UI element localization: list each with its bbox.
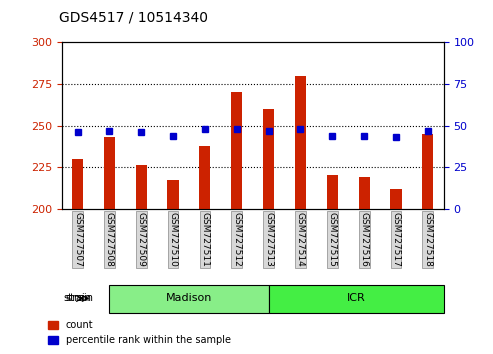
Text: GSM727508: GSM727508 xyxy=(105,212,114,267)
Bar xyxy=(168,181,178,209)
Bar xyxy=(390,189,401,209)
Text: GSM727513: GSM727513 xyxy=(264,212,273,267)
FancyBboxPatch shape xyxy=(108,285,269,313)
Bar xyxy=(295,76,306,209)
Bar xyxy=(327,176,338,209)
Text: GSM727514: GSM727514 xyxy=(296,212,305,267)
Text: GSM727515: GSM727515 xyxy=(328,212,337,267)
Bar xyxy=(422,134,433,209)
Text: ICR: ICR xyxy=(347,293,366,303)
Bar xyxy=(136,165,147,209)
Bar xyxy=(231,92,243,209)
Legend: count, percentile rank within the sample: count, percentile rank within the sample xyxy=(44,316,235,349)
Text: GSM727507: GSM727507 xyxy=(73,212,82,267)
Text: GSM727512: GSM727512 xyxy=(232,212,241,267)
Text: GSM727509: GSM727509 xyxy=(137,212,146,267)
Bar xyxy=(104,137,115,209)
Text: GDS4517 / 10514340: GDS4517 / 10514340 xyxy=(59,11,208,25)
FancyBboxPatch shape xyxy=(269,285,444,313)
Text: GSM727510: GSM727510 xyxy=(169,212,177,267)
Bar xyxy=(358,177,370,209)
Text: Madison: Madison xyxy=(166,293,212,303)
Text: GSM727516: GSM727516 xyxy=(359,212,369,267)
Text: GSM727511: GSM727511 xyxy=(200,212,210,267)
Bar xyxy=(199,145,211,209)
Text: GSM727518: GSM727518 xyxy=(423,212,432,267)
Bar xyxy=(72,159,83,209)
Text: strain: strain xyxy=(66,293,94,303)
Text: GSM727517: GSM727517 xyxy=(391,212,400,267)
Bar xyxy=(263,109,274,209)
Text: strain: strain xyxy=(64,293,92,303)
